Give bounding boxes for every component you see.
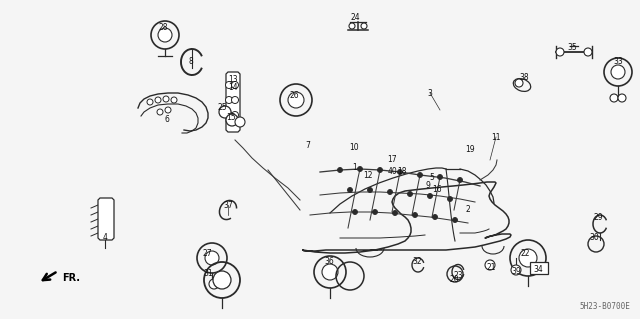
Text: 30: 30	[589, 234, 599, 242]
Text: 32: 32	[412, 257, 422, 266]
Circle shape	[428, 194, 433, 198]
Circle shape	[458, 177, 463, 182]
Circle shape	[556, 48, 564, 56]
FancyBboxPatch shape	[530, 262, 548, 274]
Circle shape	[611, 65, 625, 79]
Text: 25: 25	[217, 103, 227, 113]
Circle shape	[610, 94, 618, 102]
Circle shape	[232, 81, 239, 88]
Text: 36: 36	[324, 257, 334, 266]
Circle shape	[205, 251, 219, 265]
Circle shape	[163, 96, 169, 102]
Text: 24: 24	[350, 13, 360, 23]
Text: 16: 16	[432, 184, 442, 194]
Circle shape	[408, 191, 413, 197]
Text: 20: 20	[449, 276, 459, 285]
Text: 29: 29	[593, 213, 603, 222]
Circle shape	[438, 174, 442, 180]
Text: FR.: FR.	[62, 273, 80, 283]
Circle shape	[378, 167, 383, 173]
Circle shape	[367, 188, 372, 192]
Circle shape	[322, 264, 338, 280]
Text: 12: 12	[364, 170, 372, 180]
Circle shape	[361, 23, 367, 29]
Circle shape	[618, 94, 626, 102]
Text: 7: 7	[305, 140, 310, 150]
Circle shape	[511, 265, 521, 275]
Circle shape	[219, 106, 231, 118]
Text: 35: 35	[567, 43, 577, 53]
Text: 18: 18	[397, 167, 407, 176]
Circle shape	[165, 107, 171, 113]
Circle shape	[349, 23, 355, 29]
Text: 19: 19	[465, 145, 475, 154]
Polygon shape	[98, 198, 114, 240]
Circle shape	[235, 117, 245, 127]
Circle shape	[147, 99, 153, 105]
Text: 21: 21	[486, 263, 496, 272]
Circle shape	[225, 112, 232, 118]
Text: 22: 22	[520, 249, 530, 258]
Text: 39: 39	[511, 268, 521, 277]
Text: 3: 3	[428, 88, 433, 98]
Circle shape	[158, 28, 172, 42]
Circle shape	[387, 189, 392, 195]
Circle shape	[413, 212, 417, 218]
Circle shape	[417, 173, 422, 177]
Circle shape	[288, 92, 304, 108]
Circle shape	[157, 109, 163, 115]
Polygon shape	[226, 72, 240, 132]
Text: 34: 34	[533, 264, 543, 273]
Circle shape	[584, 48, 592, 56]
Text: 33: 33	[613, 57, 623, 66]
Circle shape	[372, 210, 378, 214]
Circle shape	[213, 271, 231, 289]
Circle shape	[232, 112, 239, 118]
Circle shape	[155, 97, 161, 103]
Text: 23: 23	[453, 271, 463, 279]
Text: 40: 40	[387, 167, 397, 175]
Text: 27: 27	[202, 249, 212, 258]
Circle shape	[433, 214, 438, 219]
Circle shape	[209, 279, 219, 289]
Text: 26: 26	[289, 91, 299, 100]
Text: 28: 28	[158, 24, 168, 33]
Circle shape	[485, 260, 495, 270]
Text: 4: 4	[102, 234, 108, 242]
Circle shape	[171, 97, 177, 103]
Text: 6: 6	[164, 115, 170, 124]
Circle shape	[397, 169, 403, 174]
Circle shape	[348, 188, 353, 192]
Text: 10: 10	[349, 144, 359, 152]
Text: 15: 15	[226, 113, 236, 122]
Circle shape	[337, 167, 342, 173]
Text: 13: 13	[228, 75, 238, 84]
Text: 2: 2	[466, 205, 470, 214]
Text: 17: 17	[387, 154, 397, 164]
Text: 5H23-B0700E: 5H23-B0700E	[579, 302, 630, 311]
Circle shape	[447, 197, 452, 202]
Text: 1: 1	[353, 164, 357, 173]
Circle shape	[232, 97, 239, 103]
Circle shape	[353, 210, 358, 214]
Text: 11: 11	[492, 132, 500, 142]
Circle shape	[358, 167, 362, 172]
Text: 9: 9	[426, 181, 431, 189]
Circle shape	[225, 97, 232, 103]
Text: 5: 5	[429, 174, 435, 182]
Text: 37: 37	[223, 201, 233, 210]
Circle shape	[225, 81, 232, 88]
Text: 38: 38	[519, 73, 529, 83]
Circle shape	[226, 114, 238, 126]
Circle shape	[452, 218, 458, 222]
Circle shape	[392, 211, 397, 216]
Text: 14: 14	[228, 84, 238, 93]
Circle shape	[515, 79, 523, 87]
Circle shape	[519, 249, 537, 267]
Text: 31: 31	[203, 269, 213, 278]
Text: 8: 8	[189, 57, 193, 66]
